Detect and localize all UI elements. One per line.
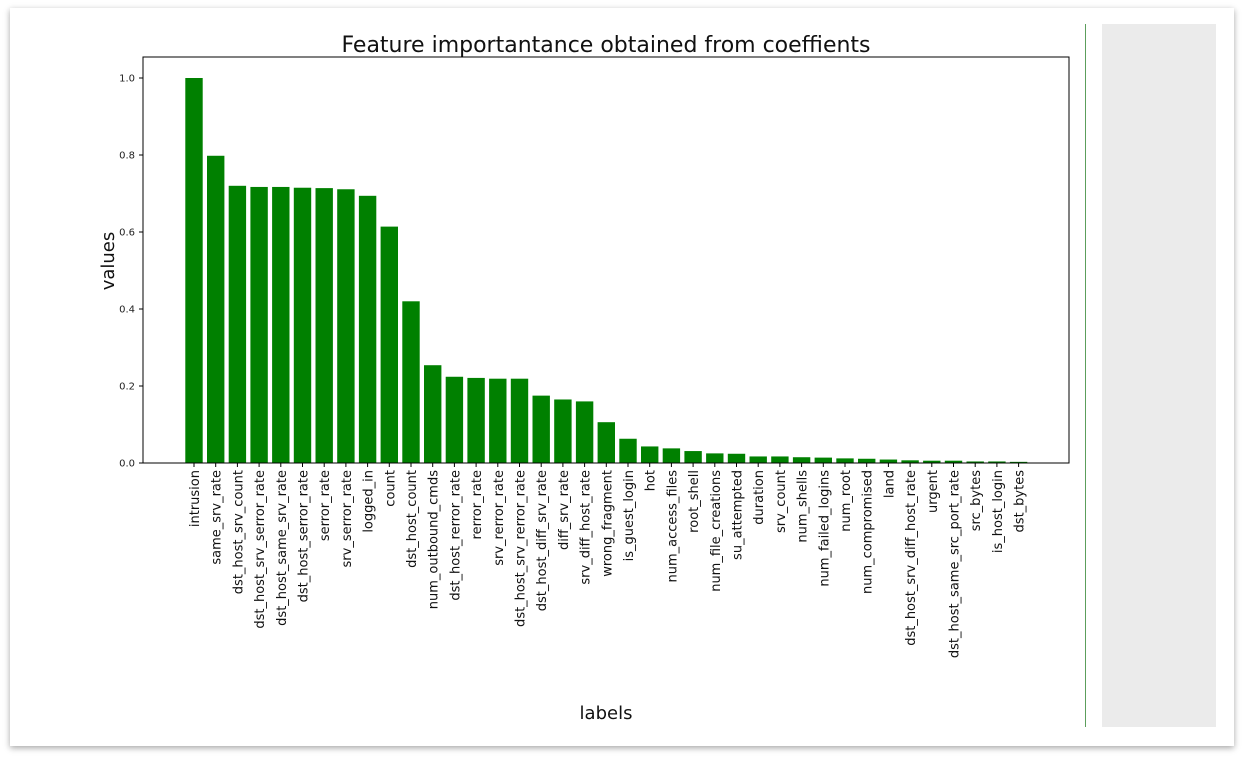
x-tick-label: num_shells xyxy=(796,470,811,543)
bar xyxy=(988,461,1006,463)
bar xyxy=(836,458,854,463)
side-panel xyxy=(1102,24,1216,727)
bar xyxy=(879,459,898,463)
x-tick-label: root_shell xyxy=(687,470,702,533)
x-tick-label: dst_host_same_src_port_rate xyxy=(948,470,963,658)
x-tick-label: dst_host_same_srv_rate xyxy=(275,470,290,626)
bar xyxy=(749,456,767,463)
x-tick-label: hot xyxy=(644,470,659,491)
x-tick-label: num_compromised xyxy=(861,470,876,594)
bar xyxy=(619,438,637,463)
x-tick-label: urgent xyxy=(926,470,941,513)
bar xyxy=(554,399,572,463)
chart-title: Feature importantance obtained from coef… xyxy=(341,33,870,58)
x-tick-label: srv_rerror_rate xyxy=(492,470,507,566)
bar xyxy=(923,460,941,463)
x-tick-label: num_file_creations xyxy=(709,470,724,592)
bar xyxy=(944,460,963,463)
y-tick-label: 0.0 xyxy=(119,459,135,470)
x-tick-label: dst_host_count xyxy=(405,470,420,568)
bar xyxy=(706,453,724,464)
y-tick-label: 1.0 xyxy=(119,74,135,85)
bar xyxy=(771,456,789,463)
bar xyxy=(684,451,702,463)
x-tick-label: srv_count xyxy=(774,470,789,533)
x-tick-label: wrong_fragment xyxy=(600,470,615,577)
x-tick-label: logged_in xyxy=(362,470,377,533)
x-tick-label: dst_host_srv_serror_rate xyxy=(253,470,268,629)
bar xyxy=(532,395,550,464)
x-tick-label: srv_diff_host_rate xyxy=(579,470,594,585)
x-tick-label: num_access_files xyxy=(665,470,680,583)
x-tick-label: count xyxy=(383,470,398,507)
bar xyxy=(814,457,832,463)
x-tick-label: is_guest_login xyxy=(622,470,637,561)
bar xyxy=(1009,461,1028,463)
bar xyxy=(575,401,594,463)
bar xyxy=(445,376,464,463)
x-tick-label: duration xyxy=(752,470,767,525)
bars-group xyxy=(185,78,1028,464)
x-tick-label: dst_host_srv_rerror_rate xyxy=(514,470,529,627)
x-tick-label: dst_host_rerror_rate xyxy=(448,470,463,601)
x-tick-label: dst_host_srv_count xyxy=(231,470,246,594)
bar xyxy=(510,378,529,463)
y-tick-label: 0.4 xyxy=(119,305,135,316)
x-tick-label: src_bytes xyxy=(969,470,984,532)
x-tick-label: su_attempted xyxy=(731,470,746,560)
bar xyxy=(402,301,420,463)
y-axis-title: values xyxy=(98,232,119,291)
x-tick-label: rerror_rate xyxy=(470,470,485,539)
y-tick-label: 0.2 xyxy=(119,382,135,393)
x-tick-label: serror_rate xyxy=(318,470,333,541)
x-tick-label: land xyxy=(882,470,897,498)
x-axis-title: labels xyxy=(580,703,633,724)
x-tick-label: same_srv_rate xyxy=(210,470,225,565)
bar xyxy=(662,448,681,463)
bar xyxy=(272,186,290,463)
plot-frame xyxy=(142,56,1070,464)
x-tick-label: num_root xyxy=(839,470,854,532)
x-tick-label: srv_serror_rate xyxy=(340,470,355,567)
x-axis: intrusion same_srv_rate dst_host_srv_count… xyxy=(188,463,1028,658)
x-tick-label: dst_host_serror_rate xyxy=(297,470,312,602)
x-tick-label: num_outbound_cmds xyxy=(427,470,442,609)
bar xyxy=(207,155,225,463)
bar xyxy=(597,422,615,463)
bar xyxy=(228,185,247,464)
bar xyxy=(489,378,507,463)
y-tick-label: 0.6 xyxy=(119,228,135,239)
bar xyxy=(250,186,268,463)
bar xyxy=(966,461,984,463)
bar xyxy=(293,187,312,464)
x-tick-label: dst_host_diff_srv_rate xyxy=(535,470,550,611)
bar xyxy=(792,457,811,463)
bar xyxy=(380,226,398,463)
bar xyxy=(858,458,876,463)
bar xyxy=(467,377,485,463)
bar xyxy=(358,195,377,463)
x-tick-label: is_host_login xyxy=(991,470,1006,553)
panel-divider xyxy=(1085,24,1086,727)
x-tick-label: num_failed_logins xyxy=(817,470,832,587)
y-axis: 0.0 0.2 0.4 0.6 0.8 1.0 xyxy=(119,74,143,470)
x-tick-label: diff_srv_rate xyxy=(557,470,572,550)
bar xyxy=(424,365,442,463)
bar xyxy=(727,453,746,463)
bar xyxy=(337,189,355,463)
x-tick-label: dst_host_srv_diff_host_rate xyxy=(904,470,919,646)
y-tick-label: 0.8 xyxy=(119,151,135,162)
bar xyxy=(641,446,659,463)
x-tick-label: intrusion xyxy=(188,470,203,527)
bar xyxy=(185,78,203,463)
bar xyxy=(315,188,333,464)
bar xyxy=(901,460,919,463)
x-tick-label: dst_bytes xyxy=(1013,470,1028,533)
